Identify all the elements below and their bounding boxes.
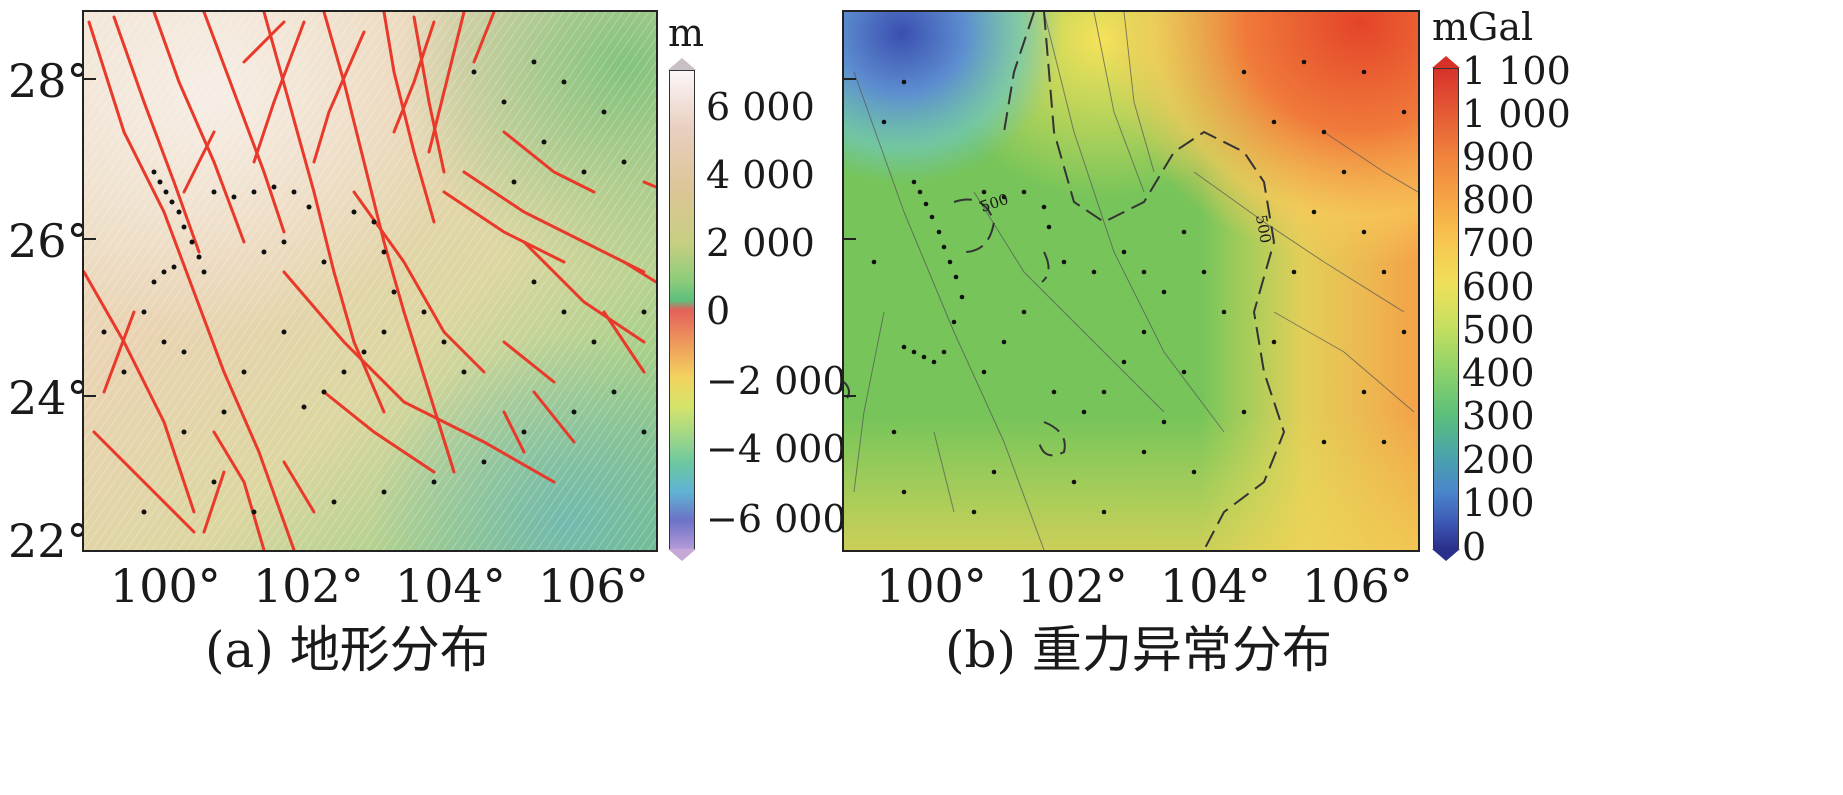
colorbar-a-label-6000: 6 000: [706, 85, 815, 129]
fault-traces: [853, 12, 1418, 550]
colorbar-b-label-500: 500: [1462, 308, 1535, 352]
fault-lines: [84, 12, 656, 550]
colorbar-b-label-600: 600: [1462, 265, 1535, 309]
colorbar-b: [1433, 68, 1459, 550]
colorbar-b-label-200: 200: [1462, 438, 1535, 482]
colorbar-a-label-neg2000: −2 000: [706, 359, 847, 403]
colorbar-a: [669, 70, 695, 550]
station-dots: [871, 59, 1407, 515]
colorbar-b-label-900: 900: [1462, 135, 1535, 179]
colorbar-b-label-300: 300: [1462, 394, 1535, 438]
x-tick-label-102-b: 102°: [1017, 559, 1128, 613]
y-tick-26: [82, 238, 96, 240]
colorbar-b-label-400: 400: [1462, 351, 1535, 395]
y-tick-28: [82, 78, 96, 80]
colorbar-a-unit: m: [668, 11, 705, 55]
y-tick-label-22: 22°: [8, 514, 90, 568]
y-tick-24: [82, 395, 96, 397]
colorbar-a-label-neg4000: −4 000: [706, 427, 847, 471]
colorbar-b-label-1100: 1 100: [1462, 49, 1571, 93]
colorbar-b-label-0: 0: [1462, 525, 1487, 569]
colorbar-a-label-2000: 2 000: [706, 221, 815, 265]
station-dots: [101, 59, 647, 515]
x-tick-label-106-b: 106°: [1302, 559, 1413, 613]
x-tick-label-104-b: 104°: [1160, 559, 1271, 613]
x-tick-label-106: 106°: [538, 559, 649, 613]
x-tick-label-100-b: 100°: [876, 559, 987, 613]
y-tick-26-b: [842, 238, 856, 240]
x-tick-label-104: 104°: [395, 559, 506, 613]
colorbar-a-label-0: 0: [706, 289, 731, 333]
colorbar-b-label-700: 700: [1462, 221, 1535, 265]
colorbar-a-top-arrow: [668, 58, 696, 70]
gravity-map: 500 500: [842, 10, 1420, 552]
y-tick-label-26: 26°: [8, 214, 90, 268]
x-tick-label-100: 100°: [110, 559, 221, 613]
colorbar-b-label-800: 800: [1462, 178, 1535, 222]
y-tick-label-28: 28°: [8, 54, 90, 108]
gravity-contours: [844, 12, 1286, 550]
colorbar-a-label-4000: 4 000: [706, 153, 815, 197]
y-tick-label-24: 24°: [8, 371, 90, 425]
colorbar-b-label-100: 100: [1462, 481, 1535, 525]
colorbar-a-label-neg6000: −6 000: [706, 497, 847, 541]
panel-a-caption: (a) 地形分布: [205, 621, 490, 679]
topography-map: [82, 10, 658, 552]
topography-map-svg: [84, 12, 656, 550]
y-tick-28-b: [842, 78, 856, 80]
gravity-map-svg: [844, 12, 1418, 550]
colorbar-b-bottom-arrow: [1432, 549, 1460, 561]
colorbar-b-unit: mGal: [1432, 5, 1534, 49]
colorbar-a-bottom-arrow: [668, 549, 696, 561]
colorbar-b-top-arrow: [1432, 56, 1460, 68]
y-tick-24-b: [842, 395, 856, 397]
panel-b-caption: (b) 重力异常分布: [945, 621, 1332, 679]
colorbar-b-label-1000: 1 000: [1462, 92, 1571, 136]
x-tick-label-102: 102°: [253, 559, 364, 613]
